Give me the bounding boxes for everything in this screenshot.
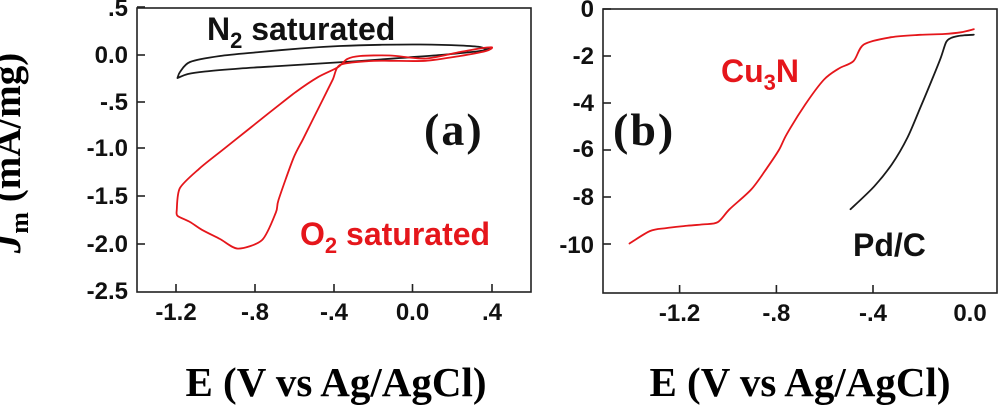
svg-text:-8: -8 bbox=[573, 184, 594, 211]
svg-text:-4: -4 bbox=[573, 90, 595, 117]
svg-text:Jm (mA/mg): Jm (mA/mg) bbox=[0, 53, 34, 254]
svg-text:-2.0: -2.0 bbox=[87, 231, 128, 258]
svg-text:-.5: -.5 bbox=[100, 89, 128, 116]
svg-text:-2.5: -2.5 bbox=[87, 278, 128, 305]
svg-text:Cu3N: Cu3N bbox=[721, 53, 799, 95]
svg-text:-.4: -.4 bbox=[320, 299, 349, 326]
svg-text:0: 0 bbox=[581, 0, 594, 23]
svg-text:0.0: 0.0 bbox=[396, 299, 429, 326]
svg-text:E (V vs Ag/AgCl): E (V vs Ag/AgCl) bbox=[649, 359, 950, 405]
svg-text:-10: -10 bbox=[559, 232, 594, 259]
svg-text:-.4: -.4 bbox=[859, 300, 888, 327]
svg-text:-.8: -.8 bbox=[762, 300, 790, 327]
svg-text:0.0: 0.0 bbox=[953, 300, 986, 327]
svg-text:0.0: 0.0 bbox=[95, 42, 128, 69]
svg-text:-6: -6 bbox=[573, 136, 594, 163]
svg-text:.4: .4 bbox=[482, 299, 503, 326]
svg-text:-1.0: -1.0 bbox=[87, 135, 128, 162]
svg-text:-.8: -.8 bbox=[241, 299, 269, 326]
svg-text:-1.2: -1.2 bbox=[155, 299, 196, 326]
svg-text:(b): (b) bbox=[613, 104, 675, 155]
svg-text:-2: -2 bbox=[573, 43, 594, 70]
svg-text:-1.5: -1.5 bbox=[87, 183, 128, 210]
svg-text:-1.2: -1.2 bbox=[659, 300, 700, 327]
svg-text:(a): (a) bbox=[424, 104, 484, 155]
svg-text:E (V vs Ag/AgCl): E (V vs Ag/AgCl) bbox=[185, 359, 486, 405]
svg-text:.5: .5 bbox=[108, 0, 128, 22]
svg-text:Pd/C: Pd/C bbox=[853, 227, 926, 263]
